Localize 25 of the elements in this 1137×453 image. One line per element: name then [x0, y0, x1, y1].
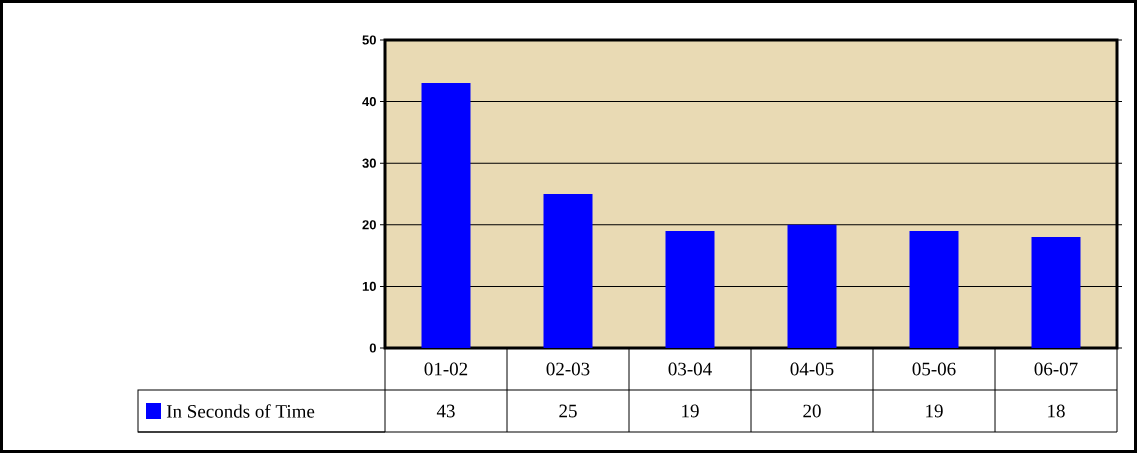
y-tick-label: 30	[362, 158, 376, 168]
bar	[1031, 237, 1081, 348]
data-label: 18	[1048, 404, 1065, 418]
x-tick-label: 04-05	[790, 362, 834, 376]
y-tick-label: 20	[362, 220, 376, 230]
x-tick-label: 03-04	[668, 362, 712, 376]
y-tick-label: 10	[362, 281, 376, 291]
x-tick-label: 02-03	[546, 362, 590, 376]
y-tick-label: 0	[369, 343, 376, 353]
x-tick-label: 01-02	[424, 362, 468, 376]
x-tick-label: 06-07	[1034, 362, 1078, 376]
data-label: 19	[682, 404, 699, 418]
data-label: 19	[926, 404, 943, 418]
legend-label: In Seconds of Time	[166, 404, 315, 418]
bar	[421, 83, 471, 348]
data-label: 20	[803, 404, 821, 418]
bar	[909, 230, 959, 348]
bar	[665, 230, 715, 348]
y-tick-label: 50	[362, 35, 376, 45]
bar	[787, 224, 837, 348]
y-tick-label: 40	[362, 96, 376, 107]
bar	[543, 194, 593, 348]
data-label: 43	[436, 404, 455, 418]
x-tick-label: 05-06	[912, 362, 956, 376]
data-label: 25	[559, 404, 577, 418]
